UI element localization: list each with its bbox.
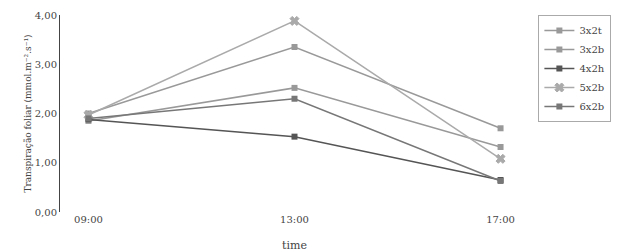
svg-text:17:00: 17:00 [486,214,515,225]
svg-text:6x2b: 6x2b [579,101,604,112]
svg-text:0,00: 0,00 [35,207,57,218]
svg-text:09:00: 09:00 [74,214,103,225]
svg-text:3x2t: 3x2t [579,25,601,36]
svg-text:4,00: 4,00 [35,10,57,21]
svg-text:4x2h: 4x2h [579,63,604,74]
svg-text:1,00: 1,00 [35,157,57,168]
svg-text:13:00: 13:00 [280,214,309,225]
svg-text:Transpiração foliar (mmol.m⁻².: Transpiração foliar (mmol.m⁻².s⁻¹) [23,34,33,192]
svg-text:3,00: 3,00 [35,59,57,70]
svg-text:5x2b: 5x2b [579,82,604,93]
svg-text:3x2b: 3x2b [579,44,604,55]
svg-text:2,00: 2,00 [35,108,57,119]
svg-text:time: time [282,239,307,252]
